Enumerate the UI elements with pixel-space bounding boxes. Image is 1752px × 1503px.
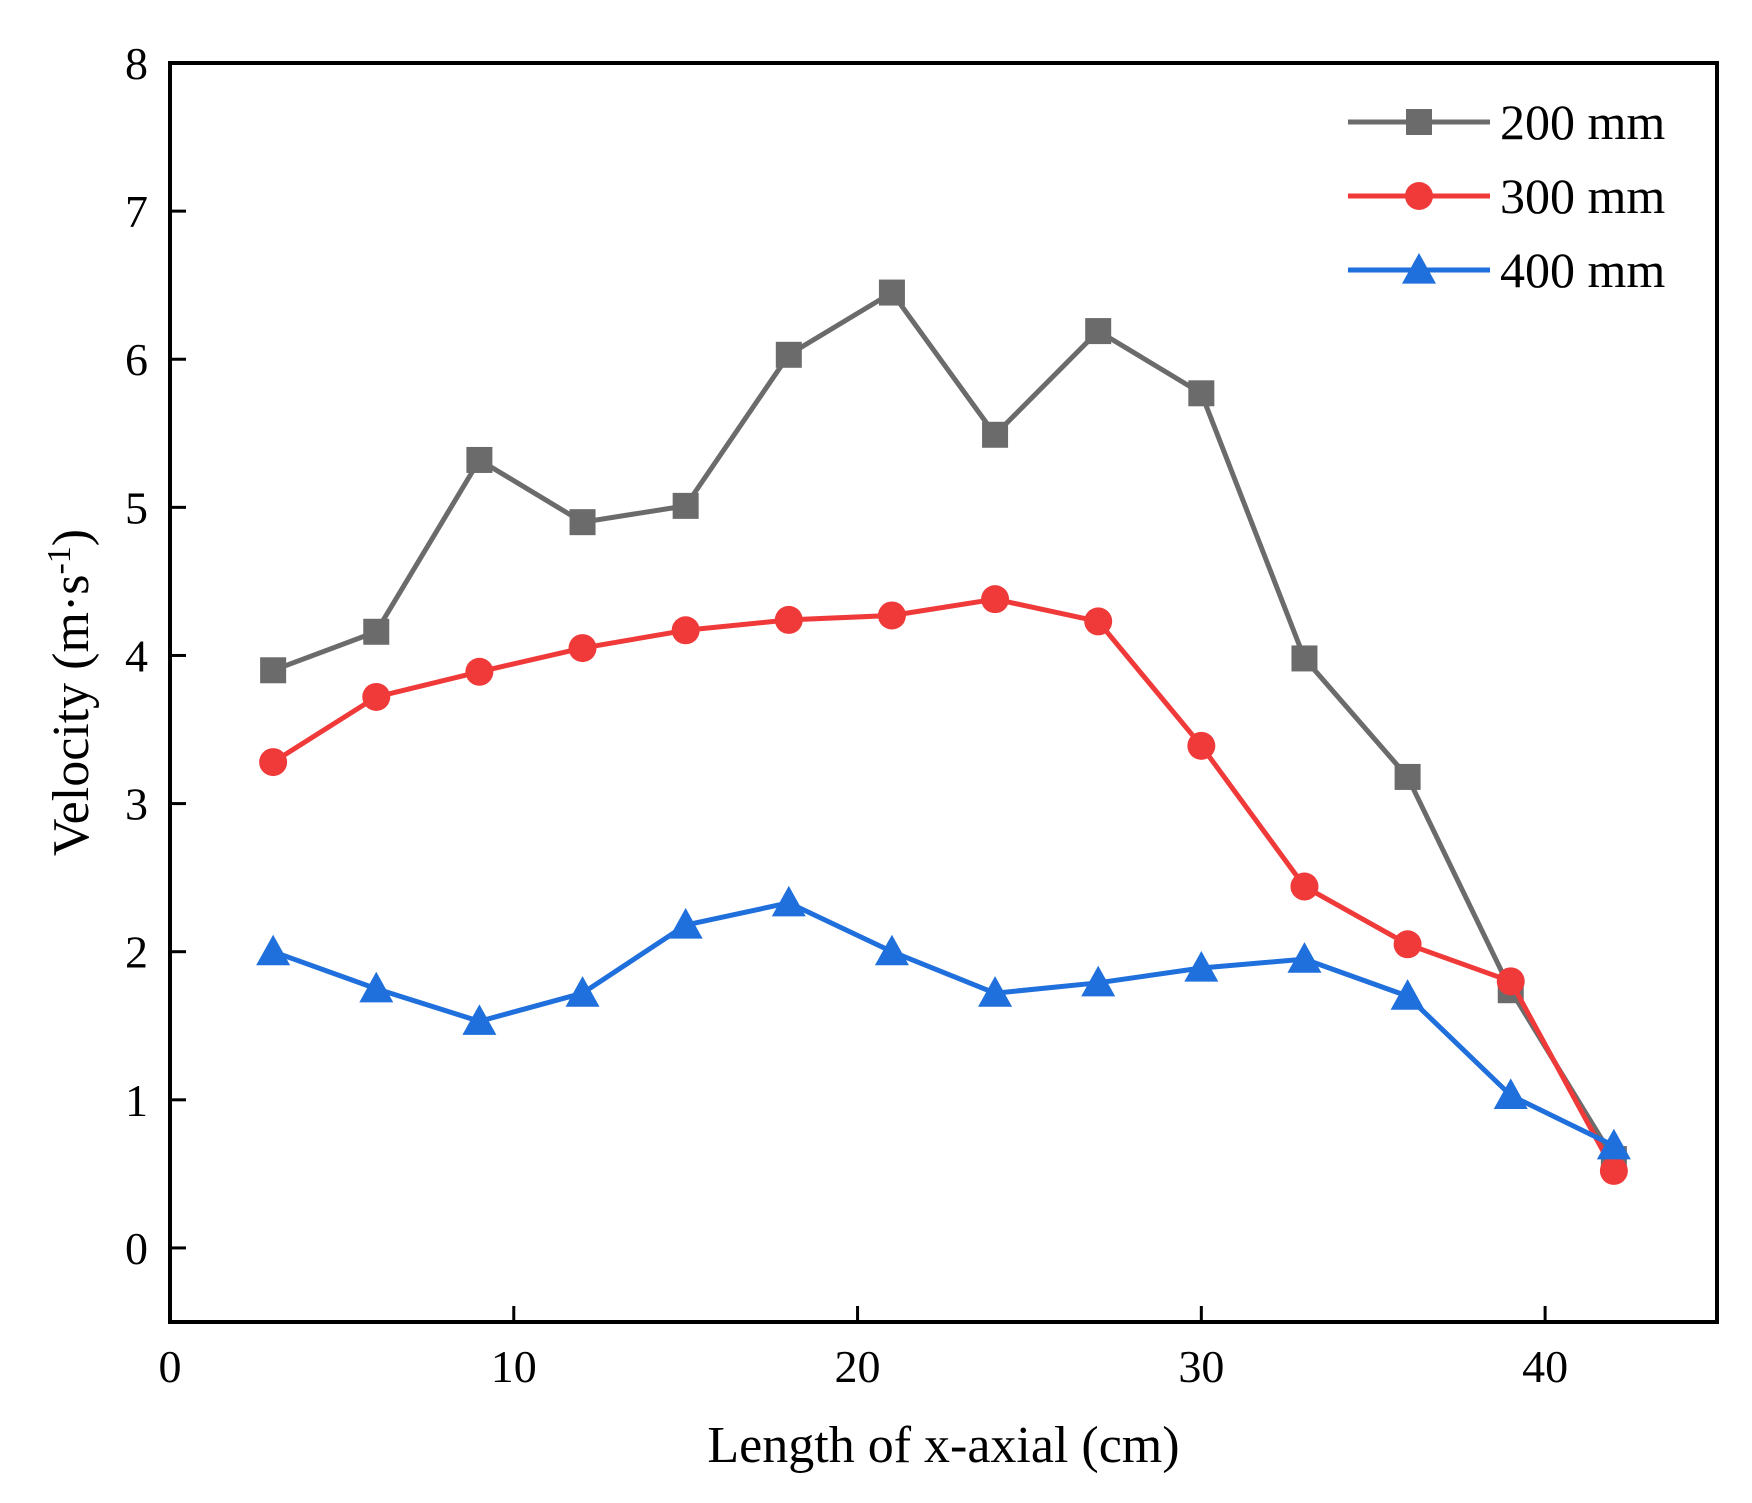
- data-point-200-mm: [260, 657, 287, 684]
- y-tick-label: 0: [125, 1223, 148, 1274]
- data-point-300-mm: [981, 585, 1010, 614]
- series-400-mm: [256, 885, 1631, 1160]
- data-point-300-mm: [568, 634, 597, 663]
- x-tick-label: 10: [491, 1341, 537, 1392]
- legend-label: 400 mm: [1500, 242, 1665, 298]
- data-point-400-mm: [874, 934, 909, 966]
- x-tick-label: 0: [159, 1341, 182, 1392]
- legend-item-400-mm: 400 mm: [1348, 242, 1665, 298]
- data-point-300-mm: [774, 605, 803, 634]
- x-tick-label: 30: [1178, 1341, 1224, 1392]
- data-point-400-mm: [359, 971, 394, 1003]
- y-tick-label: 7: [125, 186, 148, 237]
- data-point-300-mm: [877, 601, 906, 630]
- data-point-200-mm: [363, 618, 390, 645]
- x-axis-title: Length of x-axial (cm): [707, 1417, 1179, 1474]
- y-tick-label: 2: [125, 927, 148, 978]
- data-point-400-mm: [1287, 942, 1322, 973]
- data-point-400-mm: [668, 908, 703, 939]
- legend-label: 300 mm: [1500, 168, 1665, 224]
- x-tick-label: 40: [1522, 1341, 1568, 1392]
- legend: 200 mm 300 mm 400 mm: [1348, 94, 1665, 298]
- data-point-200-mm: [775, 341, 802, 368]
- data-point-200-mm: [672, 492, 699, 519]
- legend-marker: [1406, 109, 1432, 135]
- data-point-300-mm: [362, 682, 391, 711]
- x-tick-label: 20: [835, 1341, 881, 1392]
- legend-label: 200 mm: [1500, 94, 1665, 150]
- y-tick-label: 1: [125, 1075, 148, 1126]
- data-point-300-mm: [465, 657, 494, 686]
- axis-ticks: 0 10 20 30 40 0 1 2 3 4 5 6 7 8: [125, 38, 1568, 1392]
- y-axis-title-superscript: -1: [41, 546, 78, 574]
- data-point-200-mm: [1394, 763, 1421, 790]
- legend-marker: [1402, 253, 1436, 284]
- series-line-200-mm: [272, 290, 1617, 1161]
- data-point-300-mm: [1187, 731, 1216, 760]
- data-point-400-mm: [978, 976, 1013, 1007]
- y-tick-label: 8: [125, 38, 148, 89]
- legend-item-300-mm: 300 mm: [1348, 168, 1665, 224]
- data-point-300-mm: [671, 616, 700, 645]
- data-point-200-mm: [1291, 645, 1318, 672]
- data-point-200-mm: [569, 509, 596, 536]
- series-line-300-mm: [271, 596, 1617, 1173]
- data-point-200-mm: [1188, 380, 1215, 407]
- data-point-400-mm: [1184, 950, 1219, 982]
- y-tick-label: 4: [125, 630, 148, 681]
- series-200-mm: [260, 279, 1627, 1173]
- data-point-300-mm: [1496, 967, 1525, 996]
- data-point-400-mm: [1081, 965, 1116, 997]
- plot-area-frame: [168, 61, 1719, 1324]
- data-point-400-mm: [565, 976, 600, 1007]
- data-point-400-mm: [1493, 1078, 1528, 1109]
- series-lines: [256, 279, 1631, 1185]
- data-point-400-mm: [256, 934, 291, 966]
- data-point-300-mm: [259, 748, 288, 777]
- y-axis-title-close: ): [43, 529, 100, 546]
- data-point-400-mm: [771, 885, 806, 917]
- data-point-400-mm: [1596, 1128, 1631, 1160]
- series-line-400-mm: [272, 900, 1615, 1148]
- y-tick-label: 5: [125, 482, 148, 533]
- data-point-300-mm: [1084, 607, 1113, 636]
- data-point-200-mm: [466, 446, 493, 473]
- data-point-300-mm: [1599, 1156, 1628, 1185]
- y-tick-label: 3: [125, 779, 148, 830]
- y-axis-title: Velocity (m·s-1): [41, 529, 101, 856]
- data-point-300-mm: [1393, 930, 1422, 959]
- data-point-300-mm: [1290, 872, 1319, 901]
- legend-item-200-mm: 200 mm: [1348, 94, 1665, 150]
- series-300-mm: [259, 585, 1628, 1185]
- data-point-400-mm: [462, 1004, 497, 1035]
- y-axis-title-main: Velocity (m·s: [43, 575, 100, 857]
- y-tick-label: 6: [125, 334, 148, 385]
- data-point-200-mm: [982, 421, 1009, 448]
- data-point-400-mm: [1390, 979, 1425, 1010]
- data-point-200-mm: [878, 279, 905, 306]
- legend-marker: [1405, 182, 1433, 210]
- data-point-200-mm: [1085, 318, 1112, 345]
